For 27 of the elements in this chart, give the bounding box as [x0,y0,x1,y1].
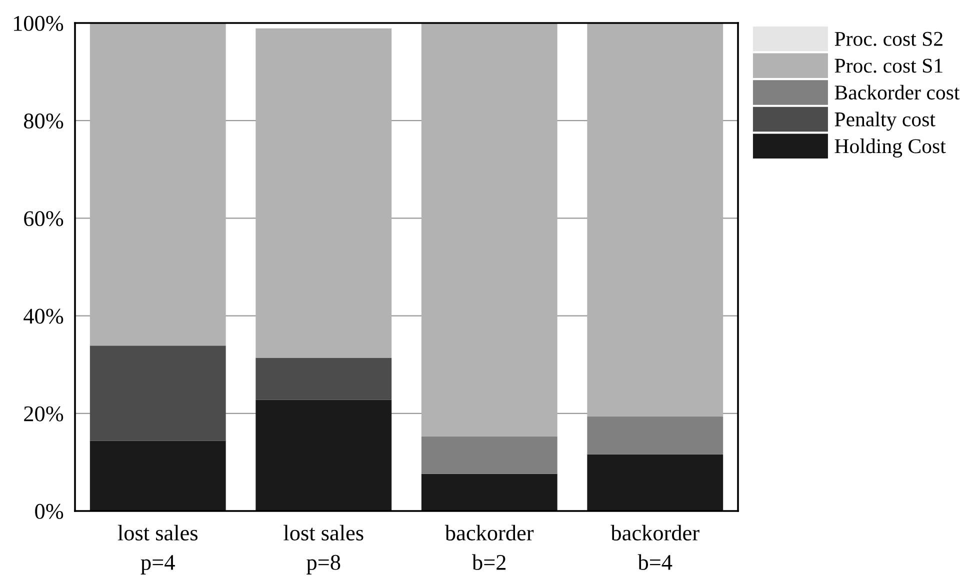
bar [587,416,724,454]
bar [421,23,558,436]
x-tick-label: lost sales p=8 [284,524,364,574]
x-tick-label: backorder b=4 [610,524,700,570]
bar [587,23,724,416]
x-tick-label: lost sales p=4 [118,524,198,574]
bar [90,440,226,511]
bar [256,358,392,400]
y-tick-label: 0% [35,504,64,519]
bar [90,23,226,346]
legend-label: Proc. cost S1 [834,58,942,73]
bar [421,474,558,511]
legend-label: Backorder cost [834,84,960,100]
y-tick-label: 60% [24,211,64,226]
bar [256,400,392,511]
y-tick-label: 40% [24,308,64,324]
y-tick-label: 100% [14,16,64,31]
bar [90,346,226,441]
bar [587,454,724,511]
y-tick-label: 20% [24,406,64,422]
y-tick-label: 80% [24,114,64,129]
bar [256,28,392,358]
legend-label: Proc. cost S2 [834,32,942,46]
bar [421,436,558,474]
legend-label: Holding Cost [834,138,946,158]
legend-label: Penalty cost [834,112,936,131]
x-tick-label: backorder b=2 [444,524,534,570]
